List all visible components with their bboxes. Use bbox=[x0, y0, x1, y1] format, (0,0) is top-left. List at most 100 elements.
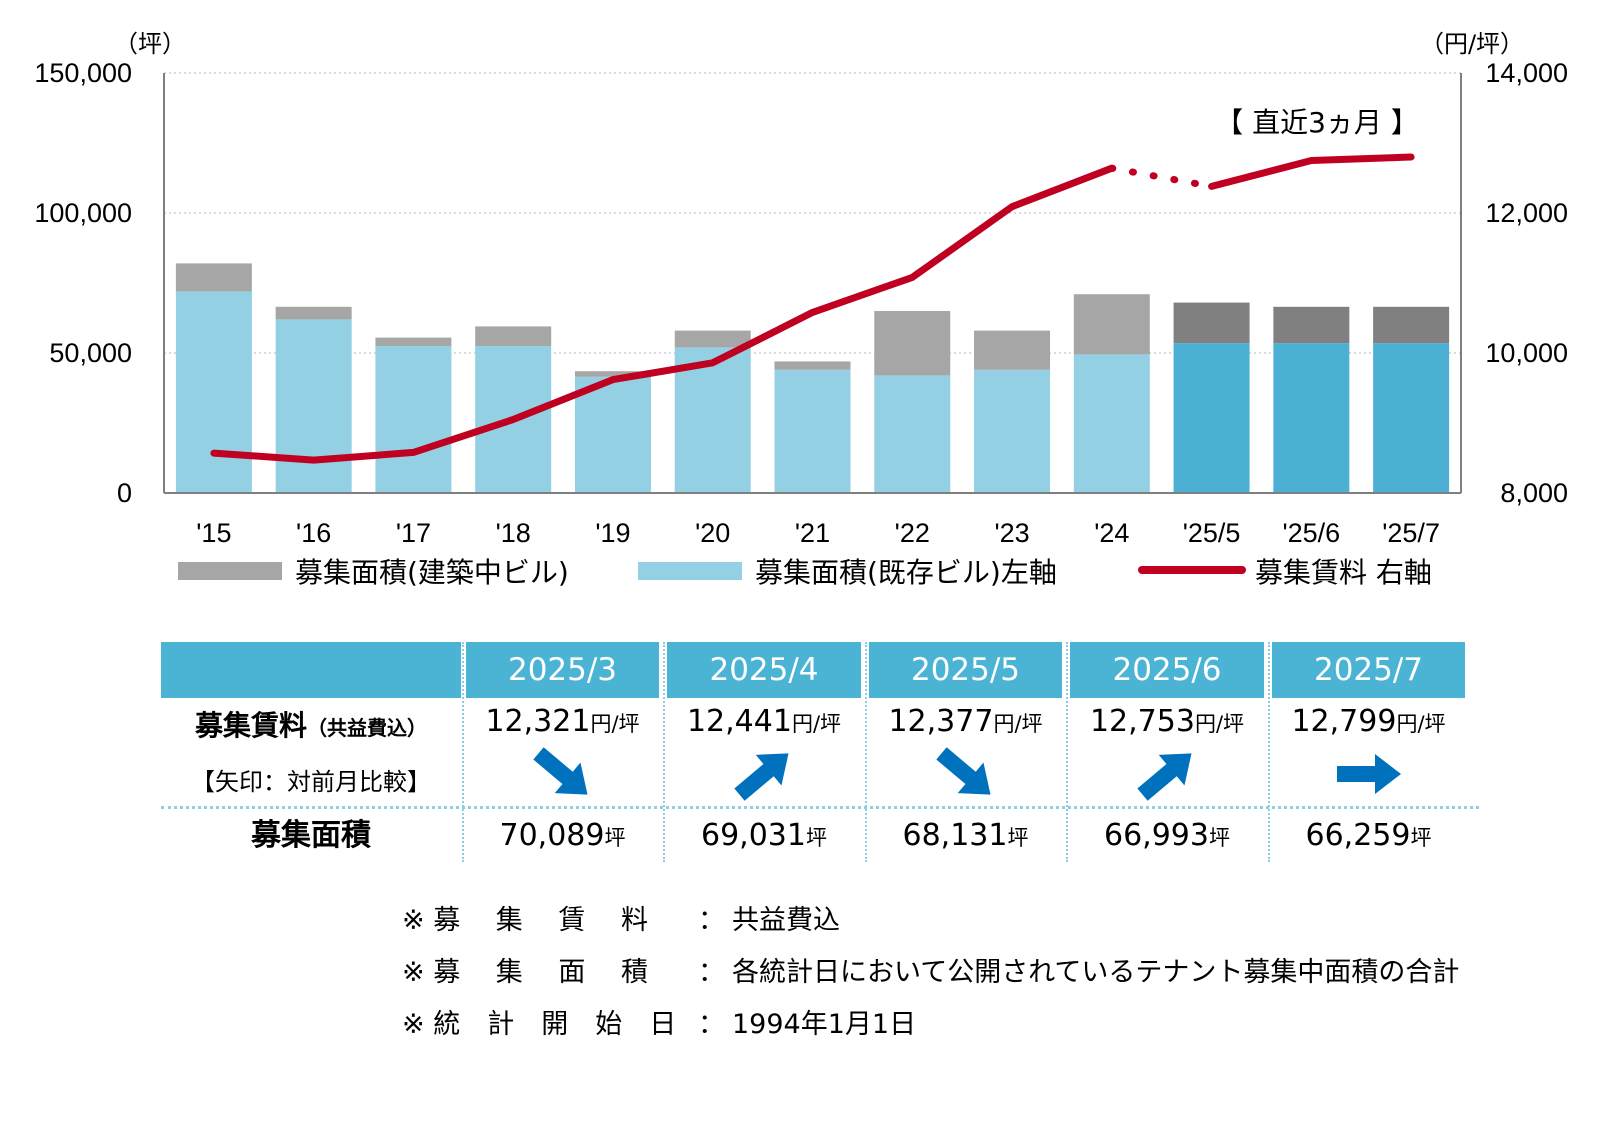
bar-existing bbox=[1273, 343, 1350, 493]
bar-construction bbox=[275, 306, 352, 320]
arrow-up-icon bbox=[734, 753, 789, 801]
arrow-up-icon bbox=[1137, 753, 1192, 801]
bar-construction bbox=[774, 361, 851, 370]
bar-construction bbox=[574, 371, 651, 377]
bar-existing bbox=[275, 319, 352, 493]
legend-label-construction: 募集面積(建築中ビル) bbox=[295, 556, 569, 589]
bar-construction bbox=[1273, 306, 1350, 344]
footnote-colon: ： bbox=[698, 905, 725, 936]
rent-value: 12,377円/坪 bbox=[869, 704, 1062, 739]
month-header: 2025/5 bbox=[869, 642, 1062, 698]
monthly-data-table: 募集賃料（共益費込） 【矢印：対前月比較】 募集面積 2025/3 12,321… bbox=[161, 642, 1479, 862]
x-tick-label: '24 bbox=[1094, 518, 1129, 548]
month-header: 2025/6 bbox=[1070, 642, 1264, 698]
x-tick-label: '20 bbox=[695, 518, 730, 548]
bar-existing bbox=[574, 376, 651, 493]
right-axis-ticks: 14,000 12,000 10,000 8,000 bbox=[1485, 58, 1568, 508]
bar-existing bbox=[774, 369, 851, 493]
footnote-label: ※ 募 集 面 積 bbox=[402, 957, 648, 988]
month-column: 2025/3 12,321円/坪 70,089坪 bbox=[466, 642, 659, 862]
bar-construction bbox=[175, 263, 252, 292]
bar-construction bbox=[974, 330, 1051, 370]
area-unit: 坪 bbox=[1007, 826, 1029, 850]
month-column: 2025/7 12,799円/坪 66,259坪 bbox=[1272, 642, 1465, 862]
rent-value: 12,753円/坪 bbox=[1070, 704, 1264, 739]
rent-number: 12,799 bbox=[1291, 704, 1397, 739]
recent-annotation: 【 直近3ヵ月 】 bbox=[1215, 106, 1419, 139]
rent-number: 12,441 bbox=[686, 704, 792, 739]
col-separator bbox=[663, 642, 665, 862]
rent-row-sublabel: 【矢印：対前月比較】 bbox=[191, 768, 431, 796]
left-tick-label: 0 bbox=[117, 478, 132, 508]
area-unit: 坪 bbox=[1208, 826, 1230, 850]
right-tick-label: 14,000 bbox=[1485, 58, 1568, 88]
rent-unit: 円/坪 bbox=[993, 712, 1043, 736]
col-separator bbox=[1268, 642, 1270, 862]
area-value: 68,131坪 bbox=[869, 809, 1062, 862]
left-axis-unit: （坪） bbox=[114, 30, 186, 58]
bar-construction bbox=[1173, 302, 1250, 344]
bar-construction bbox=[375, 337, 452, 346]
area-number: 68,131 bbox=[902, 818, 1008, 853]
rent-number: 12,753 bbox=[1089, 704, 1195, 739]
axes bbox=[163, 73, 1462, 494]
area-number: 66,259 bbox=[1305, 818, 1411, 853]
area-value: 70,089坪 bbox=[466, 809, 659, 862]
area-number: 70,089 bbox=[499, 818, 605, 853]
left-axis-ticks: 150,000 100,000 50,000 0 bbox=[34, 58, 132, 508]
bar-existing bbox=[375, 346, 452, 493]
left-tick-label: 50,000 bbox=[49, 338, 132, 368]
bar-construction bbox=[1373, 306, 1450, 344]
bar-existing bbox=[874, 375, 951, 493]
rent-line-historical bbox=[210, 164, 1116, 464]
bar-existing bbox=[674, 347, 751, 493]
rent-value: 12,441円/坪 bbox=[667, 704, 861, 739]
rent-row-label-small: （共益費込） bbox=[307, 716, 427, 740]
arrow-down-icon bbox=[935, 747, 991, 795]
bar-construction bbox=[674, 330, 751, 348]
rent-value: 12,321円/坪 bbox=[466, 704, 659, 739]
x-tick-label: '25/7 bbox=[1382, 518, 1440, 548]
table-header-corner bbox=[161, 642, 461, 698]
month-column: 2025/5 12,377円/坪 68,131坪 bbox=[869, 642, 1062, 862]
x-tick-label: '15 bbox=[196, 518, 231, 548]
arrow-down-icon bbox=[532, 747, 588, 795]
bar-existing bbox=[175, 291, 252, 493]
area-unit: 坪 bbox=[805, 826, 827, 850]
x-tick-label: '22 bbox=[895, 518, 930, 548]
left-tick-label: 100,000 bbox=[34, 198, 132, 228]
col-separator bbox=[865, 642, 867, 862]
rent-line-dotted-gap bbox=[1108, 164, 1216, 190]
area-row-label: 募集面積 bbox=[251, 818, 371, 853]
area-value: 66,259坪 bbox=[1272, 809, 1465, 862]
rent-number: 12,377 bbox=[888, 704, 994, 739]
legend-label-rent: 募集賃料 右軸 bbox=[1255, 556, 1432, 589]
col-separator bbox=[462, 642, 464, 862]
x-tick-label: '25/5 bbox=[1183, 518, 1241, 548]
rent-unit: 円/坪 bbox=[1194, 712, 1245, 736]
x-tick-label: '21 bbox=[795, 518, 830, 548]
right-axis-unit: （円/坪） bbox=[1420, 30, 1524, 58]
footnote-label: ※ 統 計 開 始 日 bbox=[402, 1009, 677, 1040]
month-header: 2025/4 bbox=[667, 642, 861, 698]
legend-swatch-existing bbox=[638, 562, 742, 580]
x-tick-label: '17 bbox=[396, 518, 431, 548]
footnote-colon: ： bbox=[698, 957, 725, 988]
area-number: 69,031 bbox=[701, 818, 806, 853]
x-tick-label: '16 bbox=[296, 518, 331, 548]
footnote-value: 各統計日において公開されているテナント募集中面積の合計 bbox=[732, 957, 1460, 988]
x-tick-label: '23 bbox=[994, 518, 1029, 548]
rent-line-recent bbox=[1208, 153, 1415, 190]
area-number: 66,993 bbox=[1104, 818, 1209, 853]
left-tick-label: 150,000 bbox=[34, 58, 132, 88]
x-axis-ticks: '15 '16 '17 '18 '19 '20 '21 '22 '23 '24 '25/5 '25/6… bbox=[196, 518, 1440, 548]
x-tick-label: '19 bbox=[595, 518, 630, 548]
legend-swatch-construction bbox=[178, 562, 282, 580]
rent-unit: 円/坪 bbox=[1396, 712, 1446, 736]
month-column: 2025/4 12,441円/坪 69,031坪 bbox=[667, 642, 861, 862]
area-value: 66,993坪 bbox=[1070, 809, 1264, 862]
rent-row-label-main: 募集賃料 bbox=[194, 709, 307, 742]
bar-construction bbox=[874, 311, 951, 376]
footnote-colon: ： bbox=[698, 1009, 725, 1040]
area-value: 69,031坪 bbox=[667, 809, 861, 862]
